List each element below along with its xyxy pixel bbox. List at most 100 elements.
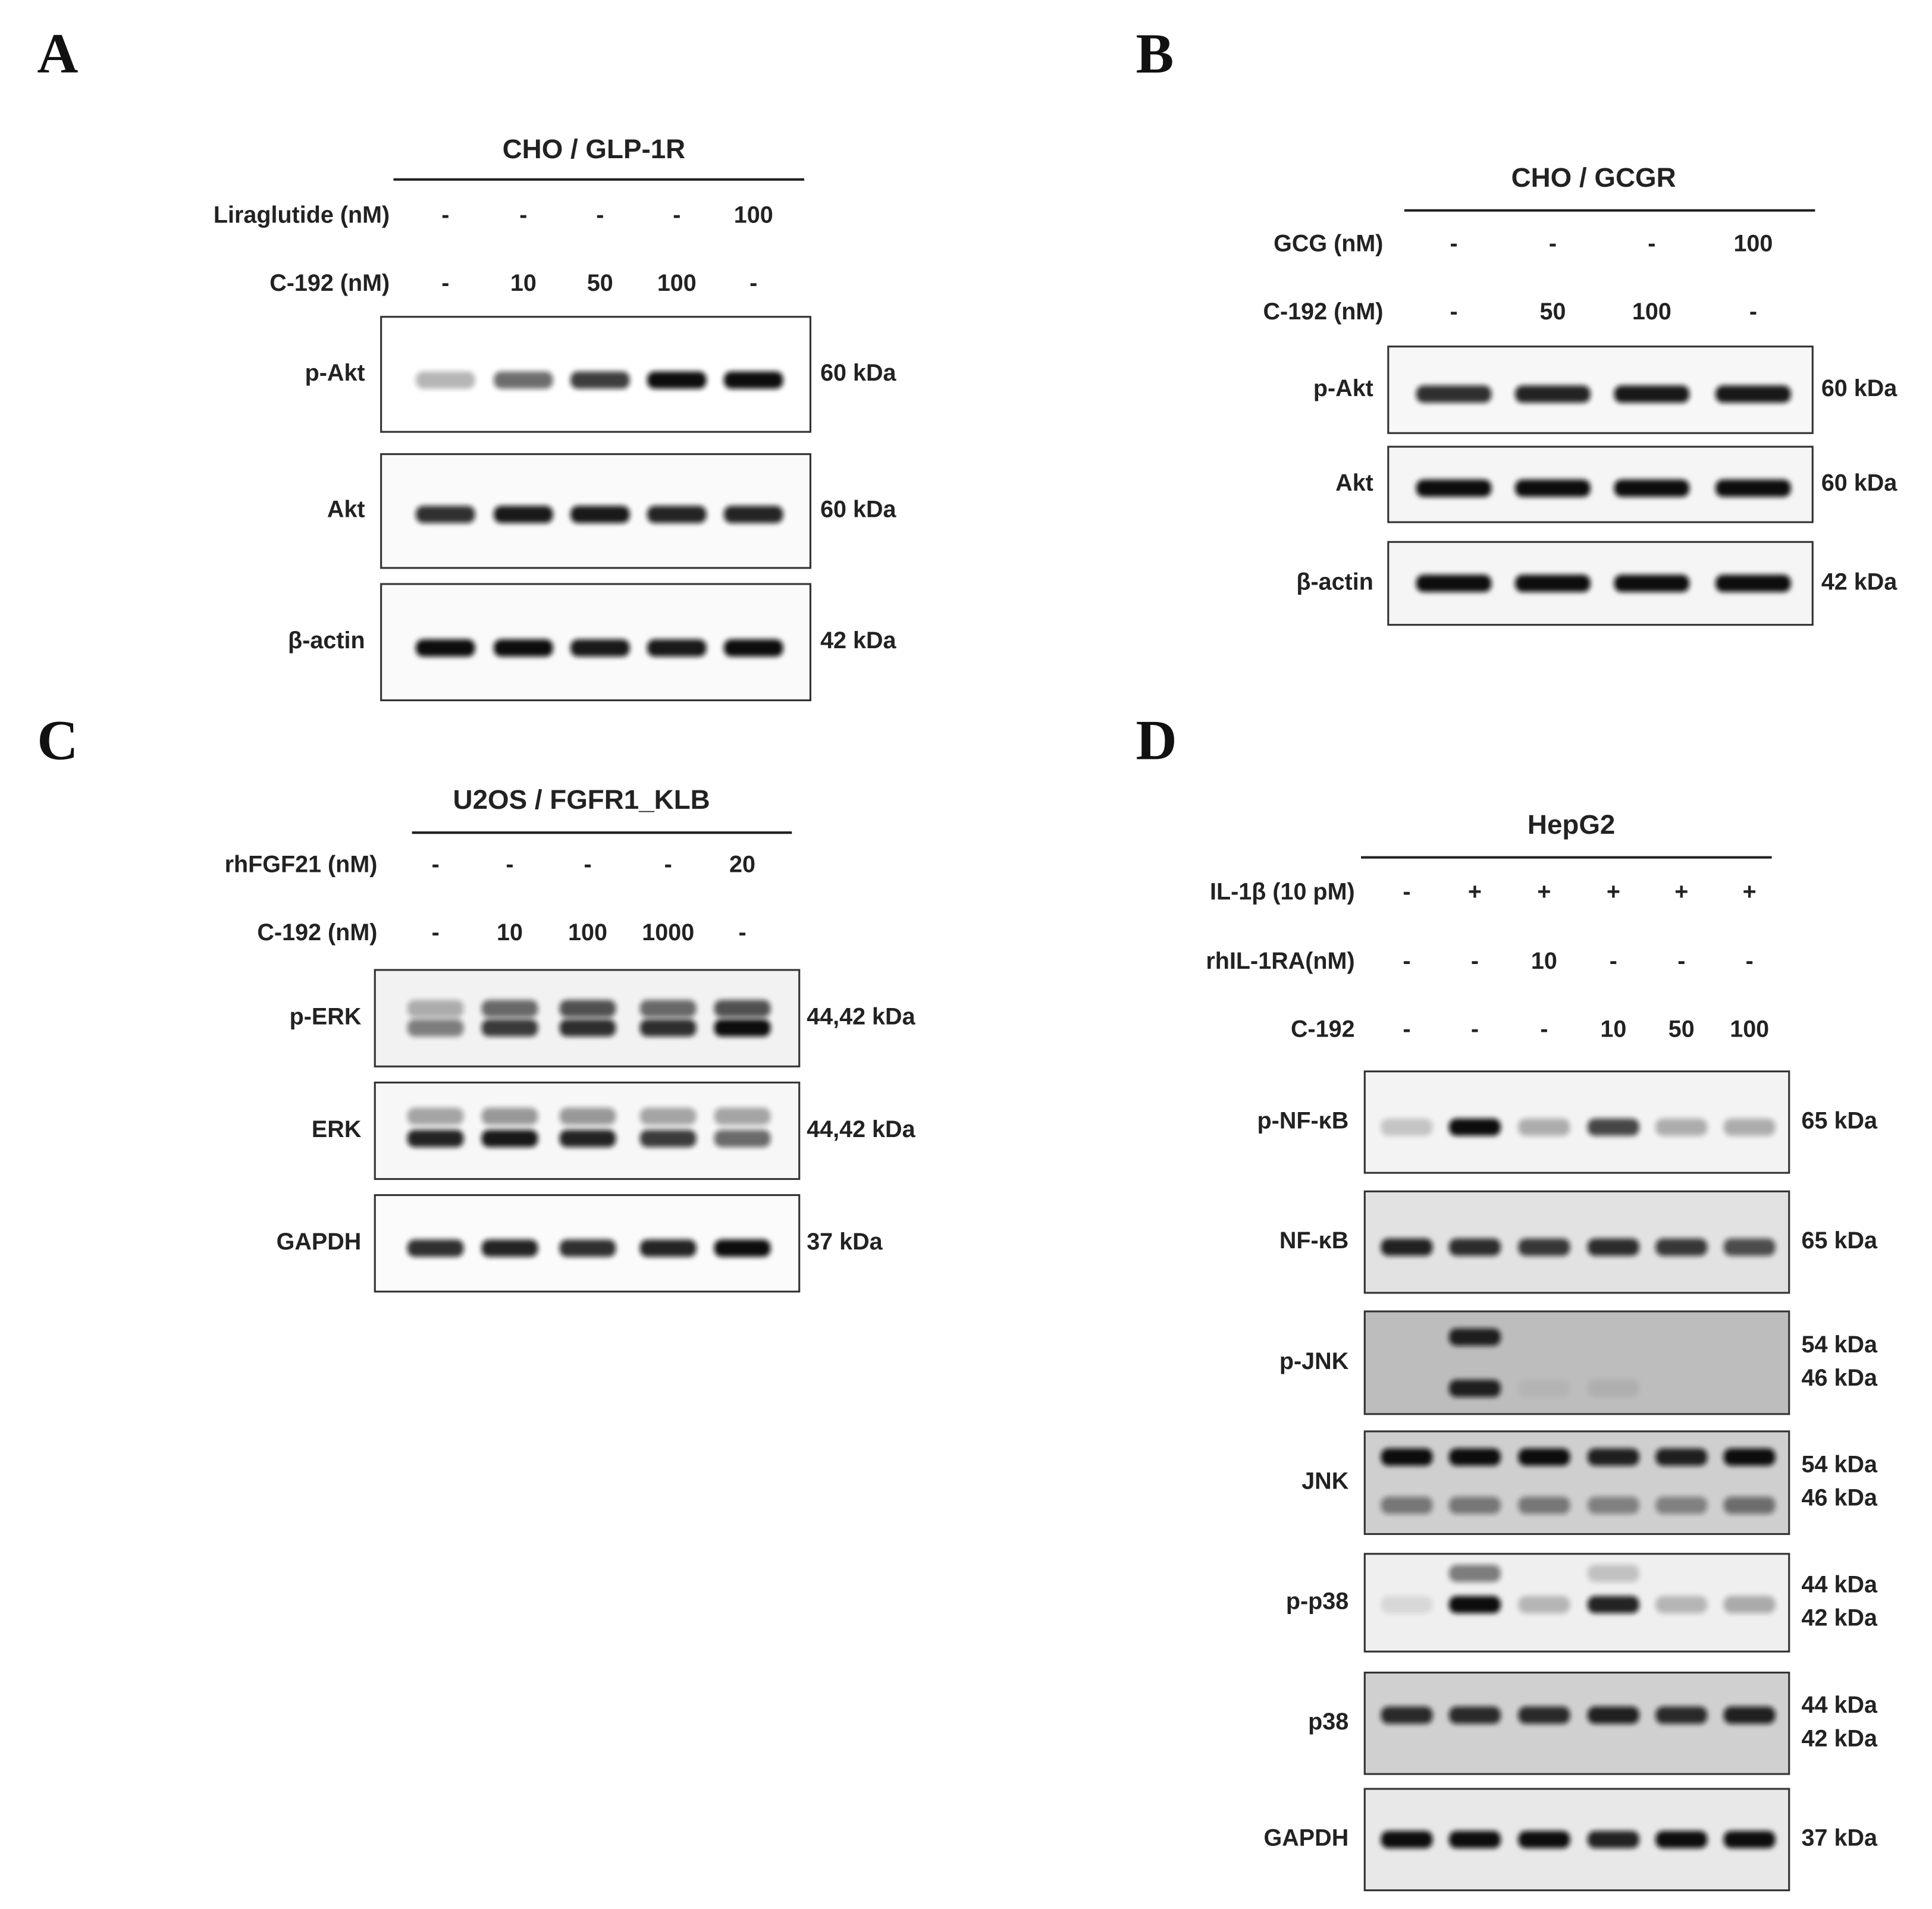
kda-label: 60 kDa xyxy=(1821,470,1898,496)
band xyxy=(1381,1238,1433,1256)
treatment-value: 50 xyxy=(1539,299,1566,325)
band xyxy=(1655,1118,1708,1136)
treatment-value: - xyxy=(1648,231,1655,257)
band xyxy=(1587,1706,1639,1724)
band xyxy=(1448,1565,1501,1583)
band xyxy=(407,1107,464,1125)
band xyxy=(1515,479,1591,497)
band xyxy=(407,1000,464,1018)
kda-label: 42 kDa xyxy=(820,627,896,654)
treatment-value: - xyxy=(584,852,591,878)
treatment-label: C-192 (nM) xyxy=(1263,299,1384,325)
band xyxy=(1655,1830,1708,1848)
band xyxy=(647,505,707,523)
band xyxy=(1518,1830,1570,1848)
treatment-label: C-192 xyxy=(1291,1016,1355,1042)
band xyxy=(1381,1448,1433,1466)
treatment-value: - xyxy=(432,919,440,946)
kda-label: 65 kDa xyxy=(1802,1107,1878,1134)
treatment-value: + xyxy=(1743,878,1757,905)
treatment-value: - xyxy=(441,202,449,228)
band xyxy=(494,371,553,389)
band xyxy=(559,1019,616,1037)
band xyxy=(416,639,475,657)
band xyxy=(481,1239,538,1257)
treatment-value: - xyxy=(749,270,757,296)
blot-label: GAPDH xyxy=(277,1229,362,1255)
kda-label: 37 kDa xyxy=(1802,1825,1878,1851)
band xyxy=(416,371,475,389)
band xyxy=(481,1019,538,1037)
band xyxy=(1448,1596,1501,1613)
kda-label: 54 kDa xyxy=(1802,1452,1878,1478)
band xyxy=(1587,1448,1639,1466)
band xyxy=(1448,1328,1501,1346)
blot-label: β-actin xyxy=(1296,569,1373,595)
treatment-value: 10 xyxy=(497,919,523,946)
band xyxy=(639,1107,697,1125)
band xyxy=(647,639,707,657)
blot-frame xyxy=(1363,1788,1790,1892)
blot-frame xyxy=(1363,1430,1790,1536)
band xyxy=(1518,1596,1570,1613)
band xyxy=(1381,1118,1433,1136)
treatment-label: C-192 (nM) xyxy=(269,270,390,296)
treatment-value: - xyxy=(1471,1016,1479,1042)
band xyxy=(1448,1706,1501,1724)
band xyxy=(1448,1380,1501,1398)
band xyxy=(1518,1238,1570,1256)
treatment-value: - xyxy=(1403,878,1410,905)
panel: D HepG2 IL-1β (10 pM) - + + + + + rhIL-1RA(nM) - - 1… xyxy=(1136,708,1878,1892)
panel-title: CHO / GCGR xyxy=(1511,162,1676,193)
treatment-value: - xyxy=(441,270,449,296)
band xyxy=(1587,1496,1639,1514)
kda-label: 60 kDa xyxy=(1821,375,1898,401)
panel-title: CHO / GLP-1R xyxy=(503,134,686,164)
blot-label: NF-κB xyxy=(1279,1227,1348,1254)
band xyxy=(559,1107,616,1125)
band xyxy=(494,639,553,657)
treatment-value: - xyxy=(1403,1016,1410,1042)
kda-label: 46 kDa xyxy=(1802,1485,1878,1511)
treatment-value: - xyxy=(1471,948,1479,974)
band xyxy=(1614,479,1690,497)
treatment-value: 50 xyxy=(1668,1016,1695,1042)
blot-label: p-NF-κB xyxy=(1257,1107,1349,1134)
treatment-value: - xyxy=(1450,299,1457,325)
panel-title: HepG2 xyxy=(1528,809,1615,840)
treatment-value: 20 xyxy=(729,852,755,878)
treatment-value: - xyxy=(1450,231,1457,257)
band xyxy=(714,1019,771,1037)
kda-label: 44,42 kDa xyxy=(807,1004,915,1030)
treatment-value: - xyxy=(519,202,527,228)
treatment-label: C-192 (nM) xyxy=(257,919,377,946)
blot-label: p38 xyxy=(1308,1709,1348,1735)
treatment-value: 50 xyxy=(587,270,613,296)
band xyxy=(1448,1448,1501,1466)
treatment-label: rhIL-1RA(nM) xyxy=(1206,948,1354,974)
blot-frame xyxy=(1363,1310,1790,1415)
kda-label: 65 kDa xyxy=(1802,1227,1878,1254)
band xyxy=(1715,574,1791,592)
panel: C U2OS / FGFR1_KLB rhFGF21 (nM) - - - - 20 C-192… xyxy=(37,708,916,1293)
treatment-value: - xyxy=(664,852,672,878)
treatment-value: - xyxy=(596,202,604,228)
band xyxy=(570,371,630,389)
band xyxy=(407,1129,464,1147)
treatment-label: rhFGF21 (nM) xyxy=(225,852,378,878)
treatment-value: - xyxy=(1677,948,1685,974)
treatment-value: - xyxy=(673,202,680,228)
kda-label: 42 kDa xyxy=(1821,569,1898,595)
blot-frame xyxy=(1363,1553,1790,1653)
blot-label: β-actin xyxy=(288,627,365,654)
band xyxy=(1587,1238,1639,1256)
panel-title: U2OS / FGFR1_KLB xyxy=(453,784,710,815)
band xyxy=(559,1000,616,1018)
treatment-value: - xyxy=(1403,948,1410,974)
blot-label: Akt xyxy=(1335,470,1373,496)
band xyxy=(1614,385,1690,403)
treatment-value: 100 xyxy=(568,919,607,946)
kda-label: 37 kDa xyxy=(807,1229,883,1255)
band xyxy=(723,639,783,657)
